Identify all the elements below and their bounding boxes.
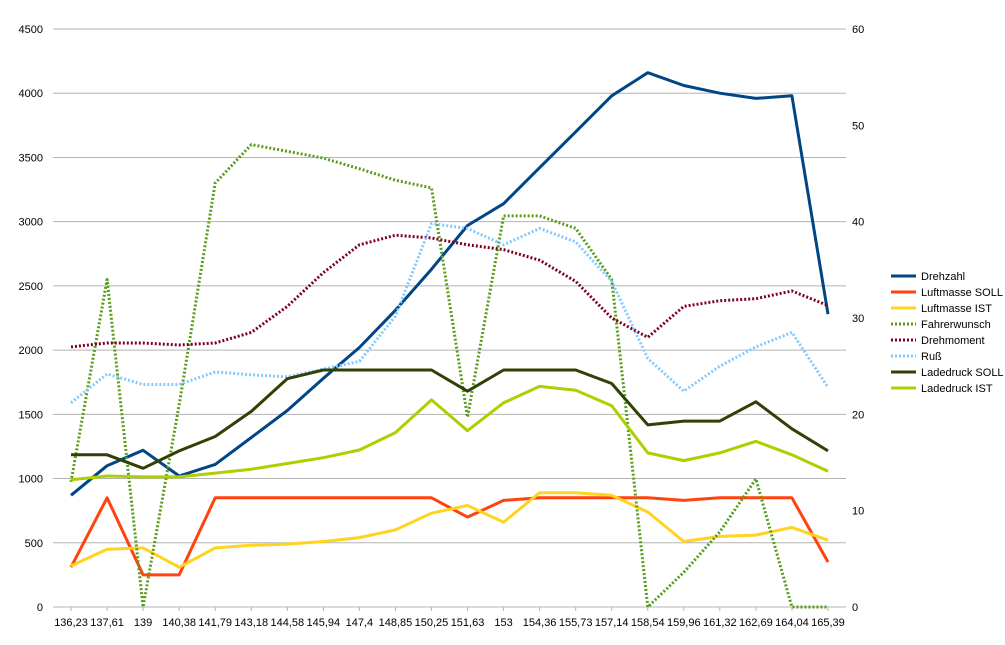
x-tick-label: 141,79 — [198, 617, 232, 629]
legend-label: Luftmasse IST — [921, 303, 992, 315]
series-line-drehmoment — [70, 233, 829, 349]
right-y-tick-label: 60 — [852, 24, 864, 36]
x-axis: 136,23 137,61 139 140,38 141,79 143,18 144,58 1… — [54, 607, 845, 629]
left-y-tick-label: 0 — [37, 602, 43, 614]
legend-label: Luftmasse SOLL — [921, 287, 1003, 299]
x-tick-label: 137,61 — [90, 617, 124, 629]
series-line-ladedruck-soll — [71, 368, 829, 470]
legend-label: Fahrerwunsch — [921, 319, 991, 331]
left-y-tick-label: 500 — [25, 538, 43, 550]
left-y-tick-label: 1000 — [19, 474, 43, 486]
x-tick-label: 151,63 — [451, 617, 485, 629]
x-tick-label: 158,54 — [631, 617, 665, 629]
legend-label: Drehzahl — [921, 271, 965, 283]
series-line-drehzahl — [70, 71, 830, 497]
left-y-tick-label: 4500 — [19, 24, 43, 36]
x-tick-label: 157,14 — [595, 617, 629, 629]
x-tick-label: 165,39 — [811, 617, 845, 629]
left-y-tick-label: 4000 — [19, 88, 43, 100]
x-tick-label: 155,73 — [559, 617, 593, 629]
series-line-ru- — [70, 222, 830, 404]
left-y-tick-label: 1500 — [19, 409, 43, 421]
legend-label: Ruß — [921, 351, 942, 363]
x-tick-label: 139 — [134, 617, 152, 629]
x-tick-label: 164,04 — [775, 617, 809, 629]
legend-label: Ladedruck SOLL — [921, 367, 1004, 379]
series-line-luftmasse-soll — [69, 496, 830, 577]
grid-lines — [53, 28, 846, 608]
legend-label: Drehmoment — [921, 335, 985, 347]
x-tick-label: 145,94 — [307, 617, 341, 629]
right-y-tick-label: 10 — [852, 506, 864, 518]
x-tick-label: 144,58 — [270, 617, 304, 629]
right-y-tick-label: 20 — [852, 409, 864, 421]
series-lines — [69, 71, 830, 609]
x-tick-label: 153 — [494, 617, 512, 629]
series-line-fahrerwunsch — [69, 143, 828, 609]
series-line-ladedruck-ist — [70, 384, 829, 482]
x-tick-label: 147,4 — [346, 617, 374, 629]
right-y-tick-label: 40 — [852, 217, 864, 229]
left-y-tick-label: 3000 — [19, 217, 43, 229]
right-y-tick-label: 50 — [852, 120, 864, 132]
x-tick-label: 154,36 — [523, 617, 557, 629]
x-tick-label: 159,96 — [667, 617, 701, 629]
x-tick-label: 150,25 — [415, 617, 449, 629]
legend: Drehzahl Luftmasse SOLL Luftmasse IST Fahre… — [891, 271, 1004, 395]
left-y-axis: 0 500 1000 1500 2000 2500 3000 3500 4000 4500 — [19, 24, 43, 614]
x-tick-label: 140,38 — [162, 617, 196, 629]
series-line-luftmasse-ist — [70, 491, 829, 569]
x-tick-label: 161,32 — [703, 617, 737, 629]
right-y-tick-label: 0 — [852, 602, 858, 614]
x-tick-label: 143,18 — [234, 617, 268, 629]
x-tick-label: 136,23 — [54, 617, 88, 629]
x-tick-label: 148,85 — [379, 617, 413, 629]
right-y-tick-label: 30 — [852, 313, 864, 325]
left-y-tick-label: 3500 — [19, 152, 43, 164]
right-y-axis: 0 10 20 30 40 50 60 — [852, 24, 864, 614]
left-y-tick-label: 2000 — [19, 345, 43, 357]
left-y-tick-label: 2500 — [19, 281, 43, 293]
legend-label: Ladedruck IST — [921, 383, 993, 395]
x-tick-label: 162,69 — [739, 617, 773, 629]
